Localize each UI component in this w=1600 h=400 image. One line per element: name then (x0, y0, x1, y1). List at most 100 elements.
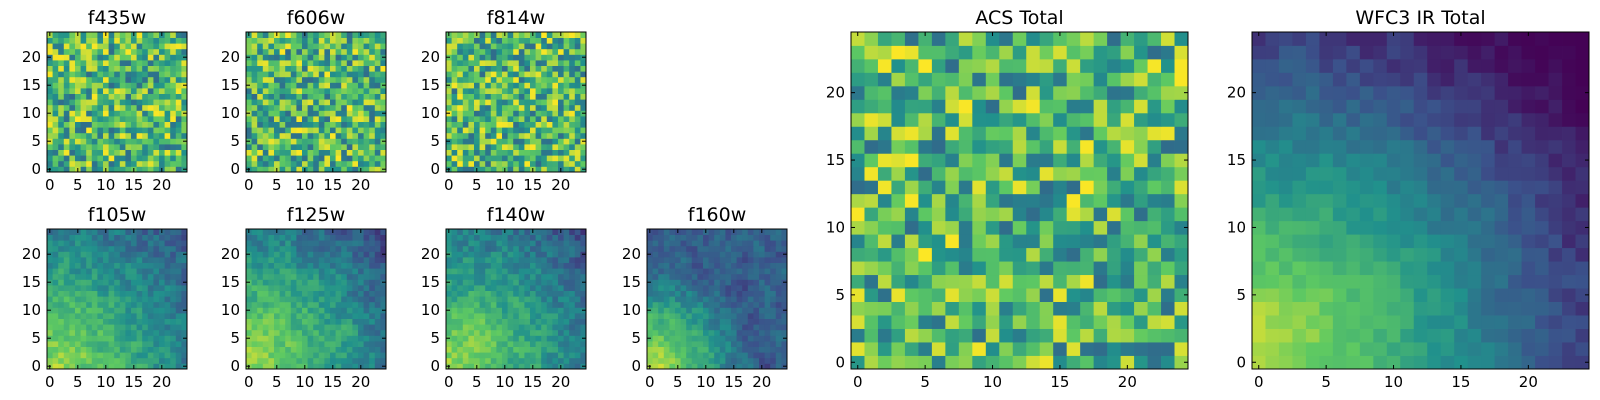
heatmap-cell (446, 93, 452, 100)
heatmap-cell (290, 116, 297, 122)
heatmap-cell (462, 329, 469, 336)
heatmap-cell (479, 346, 486, 353)
heatmap-cell (1120, 207, 1135, 222)
heatmap-cell (474, 71, 480, 78)
heatmap-cell (262, 279, 269, 286)
heatmap-cell (131, 307, 137, 314)
heatmap-cell (891, 328, 906, 343)
heatmap-cell (285, 307, 292, 314)
heatmap-cell (257, 37, 264, 44)
heatmap-cell (52, 290, 59, 297)
heatmap-cell (279, 363, 286, 370)
heatmap-cell (530, 37, 536, 44)
heatmap-cell (972, 355, 987, 370)
heatmap-cell (313, 329, 320, 336)
heatmap-cell (52, 43, 59, 50)
heatmap-cell (313, 341, 320, 347)
heatmap-cell (363, 149, 370, 156)
heatmap-cell (147, 341, 154, 347)
heatmap-cell (346, 76, 353, 83)
heatmap-cell (474, 37, 480, 44)
heatmap-cell (485, 229, 492, 235)
heatmap-cell (1134, 328, 1148, 343)
heatmap-cell (736, 329, 743, 336)
heatmap-cell (457, 65, 464, 72)
heatmap-cell (335, 273, 342, 280)
heatmap-cell (747, 240, 754, 247)
heatmap-cell (153, 110, 160, 117)
heatmap-cell (764, 279, 771, 286)
heatmap-cell (363, 88, 370, 94)
heatmap-cell (731, 240, 737, 247)
heatmap-cell (541, 60, 548, 66)
heatmap-cell (175, 65, 182, 72)
heatmap-cell (142, 257, 149, 263)
heatmap-cell (697, 318, 704, 325)
heatmap-cell (159, 268, 165, 275)
heatmap-cell (686, 268, 693, 275)
heatmap-cell (569, 110, 576, 117)
heatmap-cell (257, 318, 264, 325)
heatmap-cell (530, 144, 536, 150)
heatmap-cell (1147, 166, 1162, 181)
heatmap-cell (742, 273, 749, 280)
heatmap-cell (703, 279, 709, 286)
heatmap-cell (380, 301, 387, 308)
heatmap-cell (363, 352, 370, 359)
heatmap-cell (125, 104, 132, 111)
heatmap-cell (290, 99, 297, 106)
heatmap-cell (374, 76, 381, 83)
heatmap-cell (335, 346, 342, 353)
heatmap-cell (580, 43, 587, 50)
heatmap-cell (257, 335, 264, 342)
heatmap-cell (1026, 166, 1041, 181)
heatmap-cell (918, 355, 933, 370)
heatmap-cell (63, 296, 70, 303)
heatmap-cell (302, 257, 308, 263)
heatmap-cell (97, 43, 104, 50)
heatmap-cell (86, 48, 93, 55)
heatmap-cell (496, 60, 503, 66)
heatmap-cell (485, 301, 492, 308)
heatmap-cell (457, 166, 464, 173)
heatmap-cell (318, 54, 325, 61)
heatmap-cell (346, 324, 353, 331)
heatmap-cell (864, 166, 879, 181)
heatmap-cell (181, 329, 188, 336)
heatmap-cell (369, 138, 376, 145)
heatmap-cell (136, 37, 143, 44)
heatmap-cell (47, 65, 53, 72)
heatmap-cell (558, 318, 564, 325)
heatmap-cell (958, 328, 973, 343)
heatmap-cell (563, 110, 570, 117)
heatmap-cell (958, 355, 973, 370)
heatmap-cell (691, 273, 698, 280)
heatmap-cell (736, 285, 743, 291)
x-tick-label: 20 (752, 373, 771, 391)
heatmap-cell (279, 54, 286, 61)
heatmap-cell (380, 116, 387, 122)
heatmap-cell (58, 104, 65, 111)
heatmap-cell (972, 220, 987, 235)
heatmap-cell (136, 245, 143, 252)
heatmap-cell (479, 313, 486, 319)
heatmap-cell (296, 268, 303, 275)
heatmap-cell (274, 257, 280, 263)
heatmap-cell (552, 352, 559, 359)
heatmap-cell (97, 93, 104, 100)
heatmap-cell (468, 144, 475, 150)
heatmap-cell (170, 138, 177, 145)
heatmap-cell (490, 257, 497, 263)
heatmap-cell (380, 76, 387, 83)
heatmap-cell (652, 268, 659, 275)
heatmap-cell (274, 116, 280, 122)
heatmap-cell (513, 290, 520, 297)
heatmap-cell (175, 121, 182, 128)
heatmap-cell (108, 245, 115, 252)
heatmap-cell (352, 160, 359, 167)
heatmap-cell (518, 127, 525, 134)
heatmap-cell (518, 341, 525, 347)
heatmap-cell (781, 245, 788, 252)
heatmap-cell (1012, 355, 1027, 370)
heatmap-cell (877, 207, 892, 222)
